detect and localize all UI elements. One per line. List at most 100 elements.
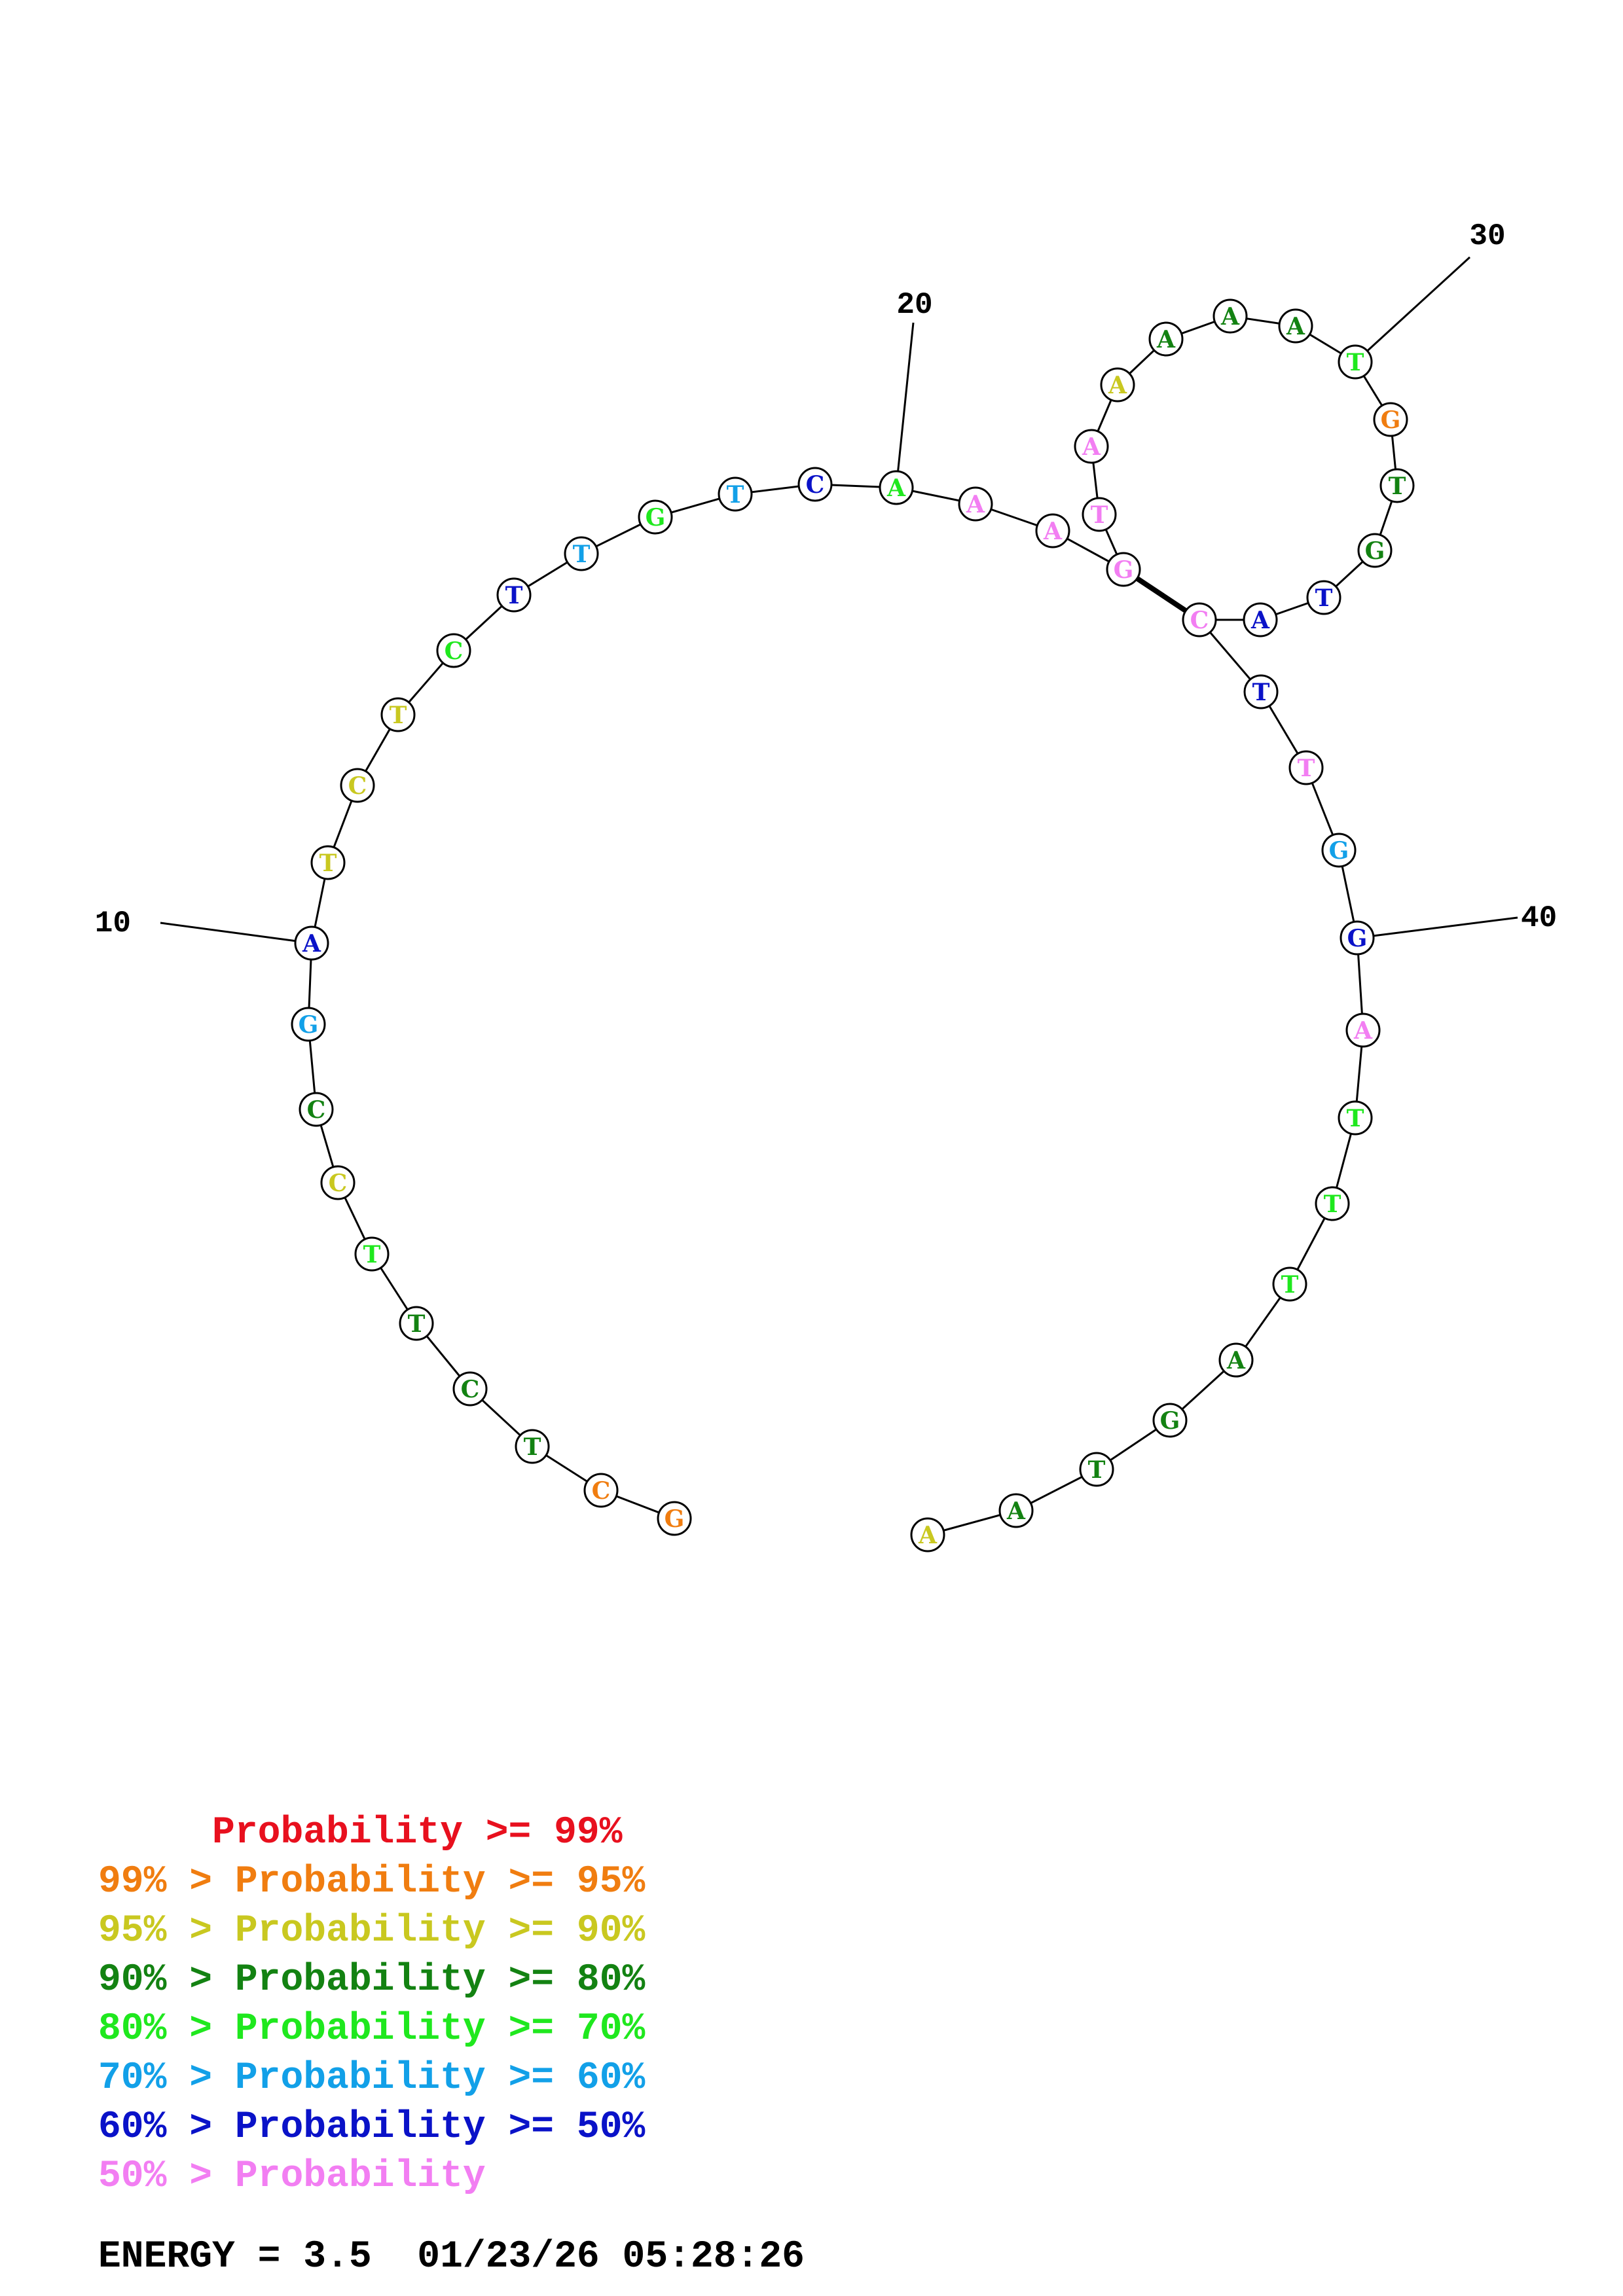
- nucleotide: T: [1272, 1266, 1307, 1302]
- nucleotide-letter: T: [363, 1241, 381, 1268]
- nucleotide: A: [1243, 602, 1278, 637]
- nucleotide-circle: [1100, 367, 1135, 403]
- nucleotide-letter: A: [1043, 518, 1063, 545]
- tick-line: [160, 922, 312, 944]
- nucleotide-letter: T: [1091, 501, 1108, 529]
- nucleotide-circle: [310, 845, 346, 880]
- nucleotide-letter: G: [1160, 1407, 1180, 1435]
- nucleotide-circle: [1338, 1100, 1373, 1136]
- nucleotide: C: [436, 633, 471, 668]
- nucleotide-circle: [1340, 920, 1375, 956]
- nucleotide-letter: G: [1381, 406, 1401, 434]
- nucleotide: G: [1321, 833, 1357, 868]
- nucleotide: C: [583, 1473, 619, 1508]
- nucleotide-letter: G: [1347, 925, 1368, 952]
- nucleotide-letter: A: [1286, 313, 1305, 340]
- nucleotide-circle: [564, 536, 599, 571]
- nucleotide-letter: A: [1353, 1017, 1373, 1045]
- nucleotide: T: [1288, 750, 1324, 785]
- nucleotide-circle: [452, 1371, 488, 1407]
- nucleotide-letter: C: [1190, 607, 1209, 634]
- nucleotide: A: [1345, 1013, 1381, 1048]
- nucleotide-letter: A: [1006, 1498, 1026, 1525]
- legend-entry: Probability >= 99%: [98, 1812, 623, 1854]
- legend-entry: 99% > Probability >= 95%: [98, 1861, 646, 1903]
- nucleotide-letter: T: [573, 541, 591, 568]
- nucleotide-letter: C: [592, 1477, 611, 1505]
- nucleotide-circle: [1082, 497, 1117, 532]
- nucleotide: A: [958, 486, 993, 522]
- nucleotide: A: [1218, 1342, 1254, 1378]
- nucleotide-letter: G: [299, 1011, 319, 1039]
- position-ticks: 10 20 30 40: [95, 219, 1557, 944]
- tick-label: 10: [95, 906, 131, 941]
- nucleotide: G: [1152, 1403, 1188, 1438]
- nucleotide-letter: A: [1220, 303, 1240, 331]
- nucleotide-circle: [1213, 298, 1248, 334]
- nucleotide: T: [399, 1306, 434, 1341]
- nucleotide: G: [1340, 920, 1375, 956]
- legend-entry: 90% > Probability >= 80%: [98, 1959, 646, 2001]
- nucleotide: T: [310, 845, 346, 880]
- tick-line: [895, 322, 915, 488]
- energy-readout: ENERGY = 3.5 01/23/26 05:28:26: [98, 2236, 805, 2278]
- nucleotide: T: [515, 1429, 550, 1464]
- tick-line: [1357, 916, 1518, 939]
- nucleotide: G: [1357, 533, 1393, 568]
- nucleotide: C: [797, 467, 833, 502]
- nucleotide-circle: [294, 925, 329, 961]
- nucleotide: C: [320, 1165, 356, 1200]
- nucleotide-circle: [910, 1517, 945, 1552]
- nucleotide: T: [1079, 1452, 1114, 1487]
- nucleotide-letter: A: [918, 1522, 938, 1549]
- nucleotide-letter: T: [524, 1433, 541, 1461]
- nucleotide: A: [998, 1493, 1034, 1528]
- nucleotide: A: [1278, 308, 1313, 344]
- nucleotide: C: [1182, 602, 1217, 637]
- nucleotide-letter: A: [1226, 1347, 1246, 1374]
- nucleotide: G: [1373, 402, 1408, 437]
- nucleotide-letter: G: [1365, 537, 1385, 565]
- legend-entry: 80% > Probability >= 70%: [98, 2008, 646, 2051]
- nucleotide-circle: [583, 1473, 619, 1508]
- nucleotide-letter: T: [1315, 584, 1333, 612]
- nucleotide-circle: [1288, 750, 1324, 785]
- nucleotide-letter: A: [1082, 433, 1101, 461]
- nucleotide-circle: [299, 1092, 334, 1127]
- nucleotide-letter: G: [1114, 556, 1134, 584]
- nucleotide-letter: A: [1156, 326, 1176, 353]
- tick-label: 40: [1521, 901, 1557, 935]
- nucleotide-letter: T: [1389, 473, 1406, 500]
- nucleotide-circle: [1278, 308, 1313, 344]
- nucleotide-letter: T: [1088, 1456, 1106, 1484]
- nucleotide: T: [1306, 580, 1341, 615]
- nucleotide: A: [294, 925, 329, 961]
- nucleotide-letter: T: [505, 582, 523, 609]
- nucleotide-letter: T: [408, 1310, 426, 1338]
- nucleotide-letter: T: [727, 481, 744, 509]
- nucleotide-circle: [1321, 833, 1357, 868]
- nucleotide-letter: A: [966, 491, 985, 518]
- nucleotide: G: [291, 1007, 326, 1042]
- nucleotide-circle: [1345, 1013, 1381, 1048]
- nucleotide: A: [1074, 429, 1109, 464]
- nucleotide: G: [638, 499, 673, 535]
- nucleotide-letter: A: [302, 930, 321, 958]
- nucleotide-letter: G: [646, 504, 666, 531]
- nucleotide-circle: [1218, 1342, 1254, 1378]
- nucleotide-circle: [1379, 468, 1415, 503]
- nucleotide-circle: [1079, 1452, 1114, 1487]
- nucleotide-letter: C: [806, 471, 825, 499]
- nucleotide-circle: [958, 486, 993, 522]
- nucleotide-circle: [1148, 321, 1184, 357]
- nucleotide-letter: T: [1298, 755, 1315, 782]
- nucleotide: T: [496, 577, 532, 613]
- nucleotide-circle: [718, 476, 753, 512]
- nucleotide: G: [657, 1501, 692, 1536]
- nucleotide: T: [1338, 1100, 1373, 1136]
- nucleotide: T: [564, 536, 599, 571]
- tick-line: [1354, 256, 1471, 363]
- nucleotide-circle: [1106, 552, 1141, 587]
- nucleotide: C: [299, 1092, 334, 1127]
